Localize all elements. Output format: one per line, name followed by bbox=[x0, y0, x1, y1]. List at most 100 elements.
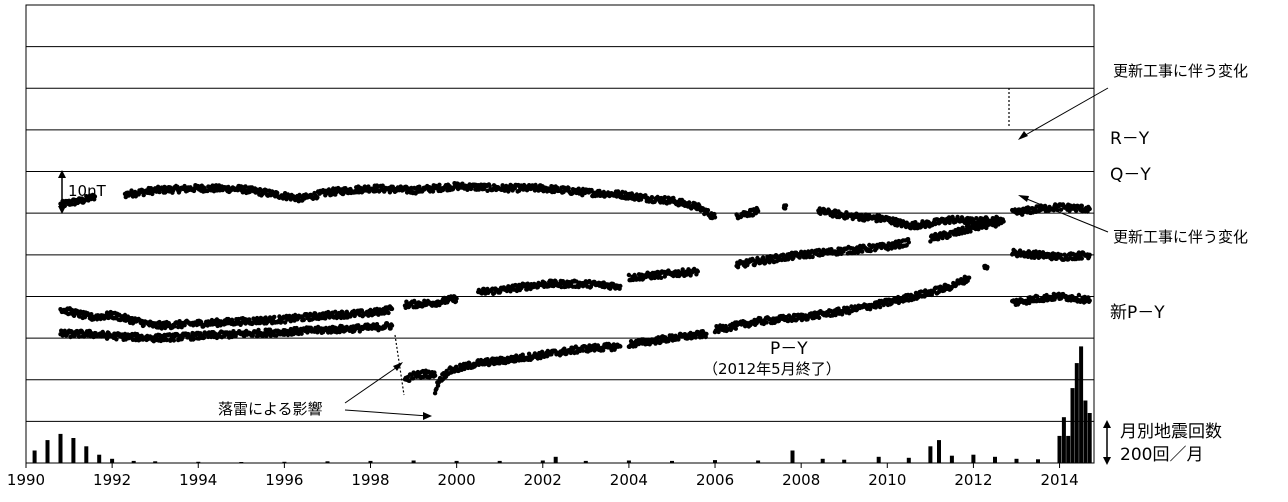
earthquake-bar bbox=[454, 460, 459, 463]
data-point bbox=[516, 188, 522, 193]
earthquake-bar bbox=[1070, 388, 1075, 463]
data-point bbox=[885, 247, 891, 252]
data-point bbox=[906, 240, 911, 245]
data-point bbox=[695, 269, 700, 274]
x-tick-label: 2002 bbox=[524, 471, 562, 489]
x-tick-label: 2010 bbox=[868, 471, 906, 489]
data-point bbox=[114, 337, 119, 342]
earthquake-bar bbox=[1014, 458, 1019, 463]
data-point bbox=[662, 274, 667, 279]
x-tick-label: 1992 bbox=[93, 471, 131, 489]
data-point bbox=[387, 190, 393, 195]
data-point bbox=[552, 189, 557, 195]
data-point bbox=[1079, 256, 1085, 261]
data-point bbox=[389, 306, 395, 312]
x-tick-label: 1998 bbox=[351, 471, 389, 489]
data-point bbox=[662, 195, 667, 200]
earthquake-bar bbox=[131, 460, 136, 463]
earthquake-bar bbox=[45, 440, 50, 463]
data-point bbox=[659, 275, 664, 280]
earthquake-bar bbox=[626, 460, 631, 463]
earthquake-bar bbox=[583, 460, 588, 463]
earthquake-bar bbox=[971, 454, 976, 463]
data-point bbox=[437, 182, 442, 187]
data-point bbox=[1087, 298, 1092, 303]
data-point bbox=[201, 335, 207, 340]
data-point bbox=[868, 248, 873, 254]
earthquake-bar bbox=[756, 460, 761, 463]
data-point bbox=[649, 195, 655, 200]
x-tick-label: 2000 bbox=[438, 471, 476, 489]
data-point bbox=[810, 254, 815, 260]
data-point bbox=[966, 275, 972, 280]
earthquake-bar bbox=[1074, 363, 1079, 463]
data-point bbox=[389, 323, 395, 328]
data-point bbox=[755, 208, 761, 214]
earthquake-bar bbox=[1083, 400, 1088, 463]
data-point bbox=[1058, 252, 1064, 258]
earthquake-bar bbox=[58, 433, 63, 463]
annotation-lightning: 落雷による影響 bbox=[218, 400, 323, 418]
data-point bbox=[1087, 252, 1092, 257]
earthquake-bar bbox=[282, 461, 287, 463]
data-point bbox=[947, 233, 952, 239]
data-point bbox=[600, 348, 606, 353]
data-point bbox=[256, 327, 261, 333]
data-point bbox=[705, 208, 711, 213]
earthquake-bar bbox=[110, 458, 115, 463]
data-point bbox=[781, 252, 786, 257]
data-point bbox=[76, 334, 82, 339]
data-point bbox=[562, 346, 567, 351]
data-point bbox=[164, 337, 169, 343]
data-point bbox=[417, 184, 422, 189]
earthquake-bar bbox=[553, 456, 558, 463]
label-r-y: R－Y bbox=[1110, 129, 1150, 149]
plot-frame bbox=[25, 4, 1095, 464]
earthquake-bar bbox=[239, 462, 244, 463]
label-monthly-earthquakes: 月別地震回数 bbox=[1120, 422, 1222, 442]
data-point bbox=[968, 229, 973, 234]
scale-bar-10nt: 10nT bbox=[58, 170, 107, 214]
data-point bbox=[171, 338, 177, 343]
data-point bbox=[539, 349, 545, 354]
x-tick-label: 1996 bbox=[265, 471, 303, 489]
x-tick-label: 2014 bbox=[1040, 471, 1078, 489]
data-point bbox=[275, 190, 280, 196]
x-tick-label: 2004 bbox=[610, 471, 648, 489]
earthquake-bar bbox=[790, 450, 795, 463]
earthquake-bar bbox=[540, 460, 545, 463]
data-point bbox=[797, 255, 802, 260]
data-point bbox=[895, 223, 900, 228]
earthquake-bar bbox=[497, 460, 502, 463]
x-tick-label: 2008 bbox=[782, 471, 820, 489]
x-tick-label: 1994 bbox=[179, 471, 217, 489]
annotation-arrows bbox=[344, 87, 1109, 420]
data-point bbox=[454, 296, 459, 301]
earthquake-bar bbox=[97, 454, 102, 463]
earthquake-bars bbox=[32, 346, 1092, 463]
data-point bbox=[72, 333, 78, 338]
earthquake-bar bbox=[993, 456, 997, 463]
data-point bbox=[386, 310, 391, 316]
earthquake-bar bbox=[937, 440, 941, 463]
data-point bbox=[407, 378, 412, 383]
data-point bbox=[243, 184, 248, 189]
annotation-renewal-upper: 更新工事に伴う変化 bbox=[1113, 62, 1248, 80]
data-point bbox=[315, 195, 320, 200]
data-point bbox=[716, 329, 721, 335]
earthquake-bar bbox=[1036, 459, 1040, 463]
earthquake-bar bbox=[153, 461, 158, 463]
data-point bbox=[862, 218, 867, 223]
data-point bbox=[410, 376, 416, 381]
label-p-y-note: （2012年5月終了） bbox=[703, 360, 841, 378]
data-point bbox=[301, 317, 306, 323]
data-point bbox=[1058, 207, 1064, 212]
data-point bbox=[733, 326, 738, 331]
data-point bbox=[430, 189, 436, 194]
data-point bbox=[704, 331, 709, 337]
data-point bbox=[432, 373, 438, 378]
earthquake-bar bbox=[1079, 346, 1084, 463]
data-point bbox=[860, 249, 865, 254]
data-point bbox=[626, 272, 632, 278]
